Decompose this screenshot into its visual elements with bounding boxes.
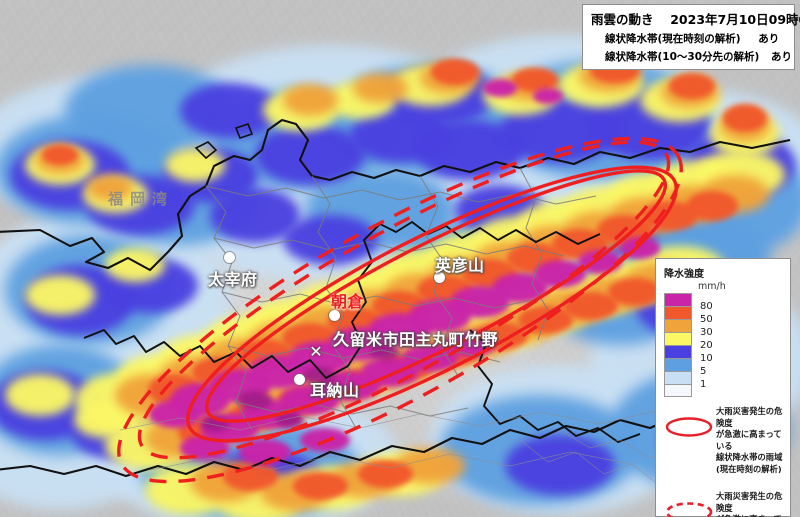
rainband-ellipse-solid-inner [204, 169, 668, 423]
echo-cell [352, 73, 408, 103]
echo-cell [25, 275, 95, 315]
header-row-current: 線状降水帯(現在時刻の解析) あり [591, 31, 788, 46]
header-title-row: 雨雲の動き 2023年7月10日09時00分 [591, 9, 800, 28]
place-label-kurume-tanushimaru: 久留米市田主丸町竹野 [333, 330, 499, 349]
dashed-desc-line1: 大雨災害発生の危険度 [716, 491, 783, 513]
scale-swatch [664, 345, 692, 358]
dashed-ellipse-icon [664, 491, 716, 517]
scale-swatch [664, 371, 692, 384]
marker-dot-icon [329, 310, 340, 321]
echo-cell [607, 278, 663, 306]
scale-swatch [664, 319, 692, 332]
echo-cell [431, 59, 479, 85]
scale-swatch [664, 358, 692, 371]
place-label-asakura: 朝倉 [331, 292, 365, 311]
header-current-label: 線状降水帯(現在時刻の解析) [605, 33, 741, 45]
precipitation-scale: 80 50 30 20 10 5 1 [664, 293, 784, 397]
scale-row: 10 [664, 345, 784, 364]
dashed-desc-line2: が急激に高まっている [716, 514, 784, 517]
header-forecast-value: あり [770, 51, 792, 63]
legend-unit: mm/h [698, 281, 726, 292]
echo-cell [686, 191, 738, 221]
sea-label-text: 福岡湾 [108, 190, 175, 208]
scale-row: 5 [664, 358, 784, 377]
scale-value: 80 [700, 301, 713, 312]
marker-cross-icon: ✕ [309, 342, 323, 361]
echo-cell [5, 374, 75, 416]
scale-value: 20 [700, 340, 713, 351]
echo-cell [87, 175, 133, 201]
solid-desc-line1: 大雨災害発生の危険度 [716, 406, 783, 428]
echo-cell [304, 367, 336, 385]
rainband-ellipse-solid [186, 165, 678, 443]
scale-row: 20 [664, 332, 784, 351]
legend-panel: 降水強度 mm/h 80 50 30 20 10 5 1 大雨災害発生の危険度 が急激に高ま… [655, 258, 791, 517]
echo-cell [276, 412, 304, 428]
scale-value: 5 [700, 366, 707, 377]
solid-desc-line2: が急激に高まっている [716, 429, 782, 451]
echo-cell [292, 472, 348, 500]
echo-cell [370, 344, 400, 360]
header-forecast-label: 線状降水帯(10〜30分先の解析) [605, 51, 760, 63]
echo-cell [533, 88, 563, 104]
header-row-forecast: 線状降水帯(10〜30分先の解析) あり [591, 49, 792, 64]
scale-row: 30 [664, 319, 784, 338]
scale-value: 1 [700, 379, 707, 390]
legend-title: 降水強度 [664, 269, 704, 280]
scale-row: 80 [664, 293, 784, 312]
echo-cell [669, 73, 715, 99]
scale-row: 50 [664, 306, 784, 325]
scale-row [664, 384, 784, 397]
echo-cell [42, 145, 78, 165]
marker-dot-icon [294, 374, 305, 385]
place-label-minonosan: 耳納山 [310, 381, 360, 400]
scale-swatch [664, 293, 692, 306]
scale-value: 10 [700, 353, 713, 364]
scale-value: 30 [700, 327, 713, 338]
echo-cell [505, 435, 615, 495]
place-label-hikosan: 英彦山 [435, 256, 485, 275]
scale-row: 1 [664, 371, 784, 390]
scale-swatch [664, 306, 692, 319]
solid-desc-line3: 線状降水帯の雨域 [716, 452, 783, 462]
echo-cell [282, 84, 338, 116]
header-title: 雨雲の動き [591, 12, 654, 27]
place-label-dazaifu: 太宰府 [208, 270, 258, 289]
echo-cell [723, 104, 767, 132]
rainband-ellipse-dashed [117, 136, 683, 484]
solid-desc-line4: (現在時刻の解析) [716, 463, 782, 474]
marker-dot-icon [434, 272, 445, 283]
solid-ellipse-icon [664, 406, 716, 438]
echo-cell [282, 215, 378, 265]
solid-ellipse-description: 大雨災害発生の危険度 が急激に高まっている 線状降水帯の雨域 (現在時刻の解析) [716, 406, 784, 475]
scale-swatch [664, 384, 692, 397]
header-current-value: あり [758, 33, 780, 45]
marker-dot-icon [224, 252, 235, 263]
dashed-ellipse-description: 大雨災害発生の危険度 が急激に高まっている 線状降水帯の雨域 (10〜30分先の… [716, 491, 784, 517]
scale-swatch [664, 332, 692, 345]
header-datetime: 2023年7月10日09時00分 [670, 12, 800, 27]
header-info-box: 雨雲の動き 2023年7月10日09時00分 線状降水帯(現在時刻の解析) あり… [582, 4, 800, 70]
legend-entry-solid-ellipse: 大雨災害発生の危険度 が急激に高まっている 線状降水帯の雨域 (現在時刻の解析) [664, 406, 784, 475]
scale-value: 50 [700, 314, 713, 325]
echo-cell [483, 79, 517, 97]
legend-entry-dashed-ellipse: 大雨災害発生の危険度 が急激に高まっている 線状降水帯の雨域 (10〜30分先の… [664, 491, 784, 517]
rainband-ellipse-dashed-inner [137, 140, 671, 460]
